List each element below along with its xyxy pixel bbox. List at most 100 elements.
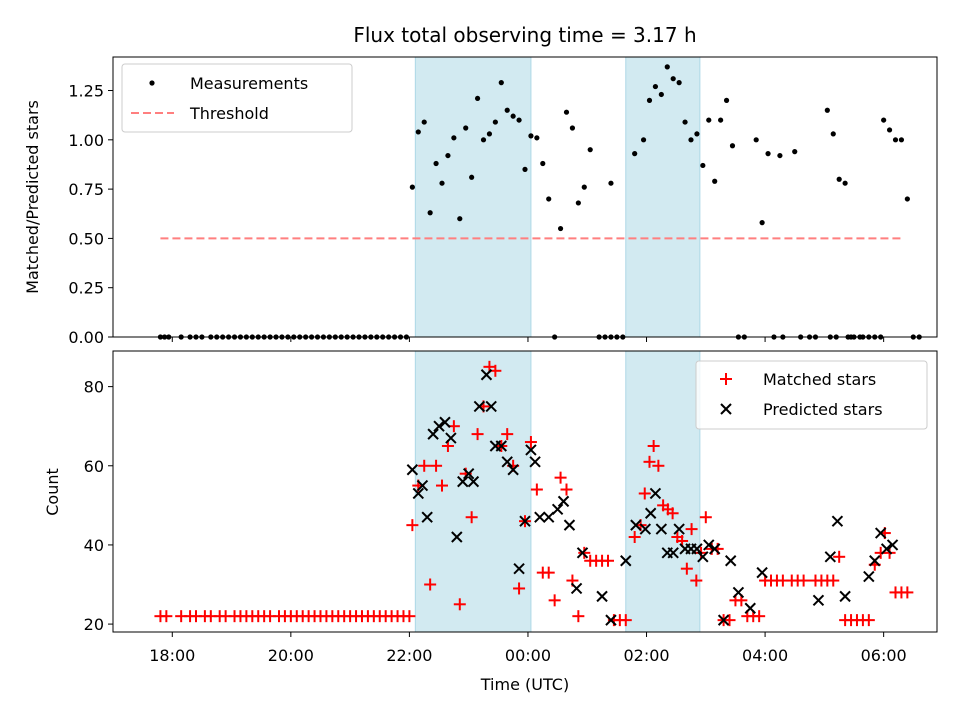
- bottom-legend-box: [695, 360, 928, 430]
- predicted-star-point: [445, 432, 457, 444]
- matched-star-point: [530, 483, 543, 496]
- predicted-star-point: [563, 519, 576, 531]
- matched-star-point: [652, 459, 665, 472]
- measurement-point: [451, 135, 457, 141]
- predicted-star-point: [869, 555, 881, 567]
- predicted-star-point: [406, 464, 419, 476]
- legend-marker-matched-stars: [720, 373, 732, 385]
- measurement-point: [587, 147, 593, 153]
- top-shaded-interval: [625, 56, 701, 338]
- legend-label-predicted-stars: Predicted stars: [763, 400, 883, 419]
- matched-star-point: [436, 479, 449, 492]
- matched-star-point: [465, 511, 478, 524]
- measurement-point: [777, 152, 783, 159]
- bottom-y-tick-label: 60: [84, 457, 104, 476]
- matched-star-point: [666, 507, 679, 520]
- measurement-point: [904, 196, 910, 202]
- matched-star-point: [403, 610, 416, 623]
- measurement-point: [534, 135, 540, 141]
- matched-star-point: [833, 550, 846, 563]
- predicted-star-point: [416, 479, 429, 492]
- matched-star-point: [430, 459, 443, 472]
- measurement-point: [516, 117, 522, 123]
- predicted-star-point: [525, 444, 537, 456]
- measurement-point: [498, 80, 504, 86]
- x-axis-label: Time (UTC): [480, 675, 569, 694]
- predicted-star-point: [644, 507, 657, 519]
- measurement-point: [881, 117, 887, 123]
- top-shaded-interval: [414, 56, 532, 338]
- top-y-tick-label: 1.25: [68, 82, 104, 101]
- matched-star-point: [513, 582, 526, 595]
- measurement-point: [892, 137, 899, 143]
- measurement-point: [898, 137, 905, 143]
- matched-star-point: [619, 614, 632, 627]
- measurement-point: [886, 127, 893, 133]
- matched-star-point: [453, 598, 466, 611]
- bottom-x-tick-label: 00:00: [505, 646, 551, 665]
- measurement-point: [688, 137, 694, 143]
- predicted-star-point: [480, 369, 493, 381]
- predicted-star-point: [473, 400, 486, 413]
- predicted-star-point: [513, 562, 525, 575]
- measurement-point: [557, 225, 564, 232]
- bottom-x-tick-label: 04:00: [742, 646, 788, 665]
- predicted-star-point: [451, 531, 463, 543]
- bottom-y-tick-label: 80: [84, 378, 104, 397]
- legend-marker-predicted-stars: [720, 403, 732, 415]
- measurement-point: [546, 196, 552, 202]
- bottom-y-tick-label: 40: [84, 536, 104, 555]
- bottom-plot: 20 40 60 80 18:00 20:00 22:00 00:00 02:00 04:00 06…: [84, 350, 938, 665]
- legend-label-matched-stars: Matched stars: [763, 370, 876, 389]
- matched-star-point: [901, 586, 914, 599]
- legend-label-measurements: Measurements: [190, 74, 308, 93]
- predicted-star-point: [831, 515, 844, 527]
- predicted-star-point: [703, 539, 715, 551]
- bottom-y-tick-label: 20: [84, 615, 104, 634]
- matched-star-point: [601, 554, 614, 567]
- predicted-star-point: [708, 543, 721, 555]
- measurement-point: [824, 107, 830, 113]
- measurement-point: [706, 117, 712, 123]
- predicted-star-point: [863, 570, 875, 583]
- bottom-x-tick-label: 22:00: [386, 646, 432, 665]
- top-y-tick-label: 0.50: [68, 229, 104, 248]
- predicted-star-point: [605, 614, 617, 626]
- measurement-point: [510, 113, 516, 119]
- matched-star-point: [406, 519, 419, 532]
- matched-star-point: [542, 566, 555, 579]
- measurement-point: [439, 180, 445, 186]
- predicted-star-point: [485, 400, 497, 413]
- predicted-star-point: [744, 602, 756, 614]
- measurement-point: [492, 119, 498, 125]
- predicted-star-point: [880, 543, 893, 555]
- top-y-axis-label: Matched/Predicted stars: [23, 100, 42, 294]
- measurement-point: [415, 129, 421, 135]
- predicted-star-point: [732, 586, 745, 599]
- matched-star-point: [548, 594, 561, 607]
- measurement-point: [729, 143, 736, 149]
- measurement-point: [563, 109, 570, 115]
- measurement-point: [723, 97, 730, 103]
- predicted-star-point: [839, 590, 851, 603]
- measurement-point: [694, 131, 700, 137]
- matched-star-point: [862, 614, 875, 627]
- measurement-point: [569, 125, 576, 131]
- measurement-point: [522, 166, 528, 172]
- measurement-point: [670, 76, 676, 82]
- predicted-star-point: [462, 467, 475, 480]
- predicted-star-point: [551, 503, 564, 516]
- predicted-star-point: [620, 555, 632, 567]
- bottom-axes-frame: [112, 350, 938, 633]
- matched-star-point: [424, 578, 437, 591]
- predicted-star-point: [673, 523, 685, 535]
- legend-marker-measurements: [149, 80, 155, 86]
- measurement-point: [608, 180, 614, 186]
- measurement-point: [528, 133, 534, 139]
- predicted-star-point: [519, 515, 531, 527]
- matched-star-point: [418, 459, 431, 472]
- predicted-star-point: [812, 594, 825, 607]
- measurement-point: [646, 97, 653, 103]
- matched-star-point: [554, 471, 567, 484]
- measurement-point: [433, 160, 439, 167]
